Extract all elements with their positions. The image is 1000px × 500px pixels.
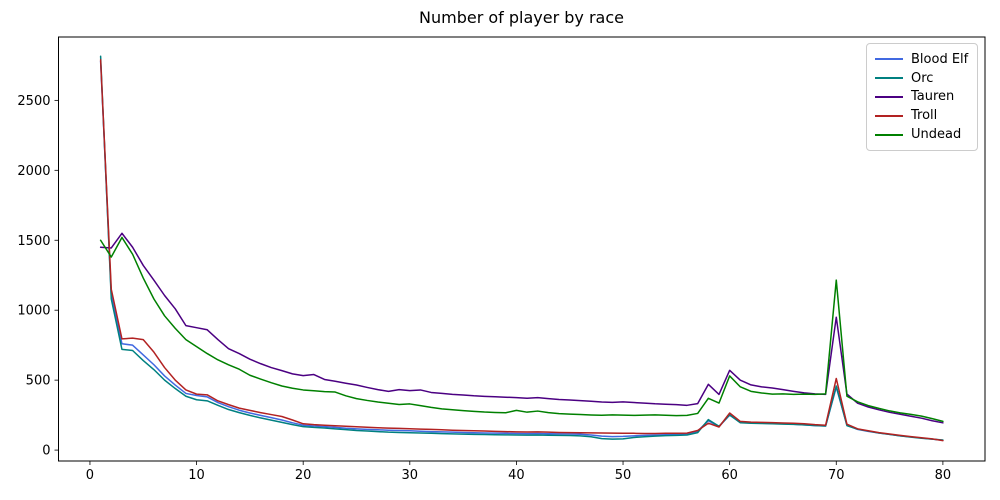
legend-label: Orc (911, 70, 934, 86)
x-tick-label: 40 (508, 468, 525, 483)
x-tick-label: 0 (86, 468, 94, 483)
legend-label: Undead (911, 127, 962, 143)
legend-swatch-icon (875, 77, 903, 80)
series-line-orc (99, 55, 944, 441)
legend-label: Tauren (911, 89, 955, 105)
legend-swatch-icon (875, 95, 903, 98)
series-line-troll (99, 59, 944, 442)
legend-label: Troll (911, 108, 938, 124)
x-tick-label: 60 (721, 468, 738, 483)
y-tick-label: 0 (42, 444, 50, 459)
legend-swatch-icon (875, 58, 903, 61)
legend-row: Undead (875, 125, 969, 144)
legend-swatch-icon (875, 114, 903, 117)
y-tick-label: 500 (26, 374, 51, 389)
legend-row: Tauren (875, 88, 969, 107)
legend: Blood Elf Orc Tauren Troll Undead (866, 43, 978, 151)
series-line-undead (99, 236, 944, 423)
plot-frame (58, 36, 986, 462)
x-tick-label: 70 (828, 468, 845, 483)
legend-label: Blood Elf (911, 51, 969, 67)
legend-row: Blood Elf (875, 50, 969, 69)
legend-row: Troll (875, 106, 969, 125)
x-tick-label: 20 (295, 468, 312, 483)
series-line-tauren (99, 232, 944, 424)
legend-row: Orc (875, 69, 969, 88)
series-line-blood-elf (99, 60, 944, 442)
y-tick-label: 1500 (17, 234, 50, 249)
x-tick-label: 80 (935, 468, 952, 483)
y-tick-label: 2500 (17, 94, 50, 109)
legend-swatch-icon (875, 133, 903, 136)
x-tick-label: 30 (402, 468, 419, 483)
x-tick-label: 50 (615, 468, 632, 483)
x-tick-label: 10 (188, 468, 205, 483)
chart-title: Number of player by race (419, 8, 624, 27)
y-tick-label: 2000 (17, 164, 50, 179)
y-tick-label: 1000 (17, 304, 50, 319)
